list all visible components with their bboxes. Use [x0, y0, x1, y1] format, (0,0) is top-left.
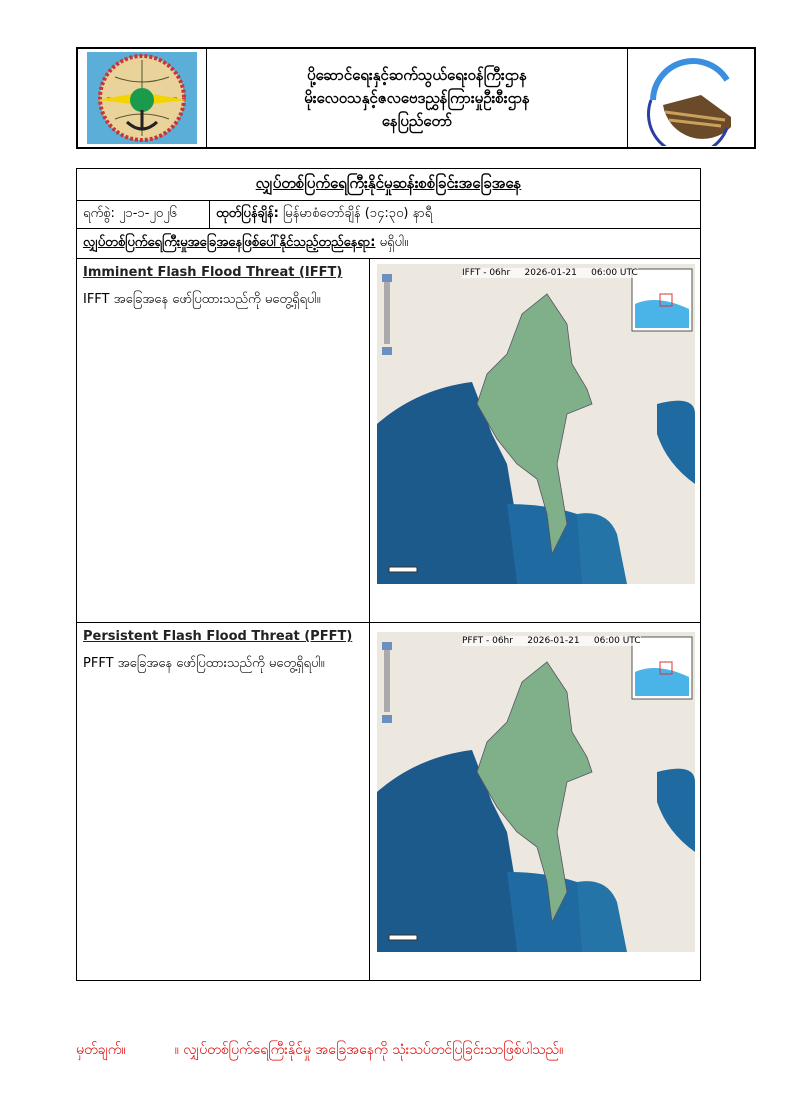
map-sea: [377, 750, 527, 952]
pfft-text: PFFT အခြေအနေ ဖော်ပြထားသည်ကို မတွေ့ရှိရပါ…: [83, 656, 325, 671]
ifft-map-time: 06:00 UTC: [591, 268, 638, 278]
issued-label: ထုတ်ပြန်ချိန်:: [216, 206, 279, 221]
ministry-name: ပို့ဆောင်ရေးနှင့်ဆက်သွယ်ရေးဝန်ကြီးဌာန: [307, 65, 527, 84]
zoom-out-button[interactable]: [382, 715, 392, 723]
pfft-heading: Persistent Flash Flood Threat (PFFT): [83, 629, 353, 644]
water-cycle-logo: [628, 49, 754, 147]
zoom-in-button[interactable]: [382, 642, 392, 650]
zoom-slider[interactable]: [384, 647, 390, 712]
ifft-map-date: 2026-01-21: [524, 268, 577, 278]
footer-note-text: ။ လျှပ်တစ်ပြက်ရေကြီးနိုင်မှု အခြေအနေကို …: [174, 1042, 564, 1058]
letterhead: ပို့ဆောင်ရေးနှင့်ဆက်သွယ်ရေးဝန်ကြီးဌာန မိ…: [76, 47, 756, 149]
zoom-in-button[interactable]: [382, 274, 392, 282]
map-sea: [377, 382, 527, 584]
ministry-logo: [78, 49, 207, 147]
city-name: နေပြည်တော်: [381, 111, 453, 130]
myanmar-flood-layer: [476, 293, 593, 556]
pfft-map-date: 2026-01-21: [527, 636, 580, 646]
location-label: လျှပ်တစ်ပြက်ရေကြီးမှုအခြေအနေဖြစ်ပေါ်နိုင…: [83, 235, 376, 250]
zoom-slider[interactable]: [384, 279, 390, 344]
ifft-section: Imminent Flash Flood Threat (IFFT) IFFT …: [77, 259, 700, 623]
ifft-text: IFFT အခြေအနေ ဖော်ပြထားသည်ကို မတွေ့ရှိရပါ…: [83, 292, 321, 307]
report-table: လျှပ်တစ်ပြက်ရေကြီးနိုင်မှုဆန်းစစ်ခြင်းအခ…: [76, 168, 701, 981]
pfft-map: PFFT - 06hr 2026-01-21 06:00 UTC: [377, 632, 695, 952]
ifft-heading: Imminent Flash Flood Threat (IFFT): [83, 265, 343, 280]
footer-note: မှတ်ချက်။ ။ လျှပ်တစ်ပြက်ရေကြီးနိုင်မှု အ…: [76, 1040, 563, 1061]
report-title: လျှပ်တစ်ပြက်ရေကြီးနိုင်မှုဆန်းစစ်ခြင်းအခ…: [77, 169, 700, 201]
zoom-out-button[interactable]: [382, 347, 392, 355]
issued-time: မြန်မာစံတော်ချိန် (၁၄:၃၀) နာရီ: [283, 206, 433, 221]
department-name: မိုးလေဝသနှင့်ဇလဗေဒညွှန်ကြားမှုဦးစီးဌာန: [304, 88, 530, 107]
ifft-map-product: IFFT - 06hr: [462, 268, 511, 278]
footer-note-label: မှတ်ချက်။: [76, 1042, 126, 1058]
pfft-map-time: 06:00 UTC: [593, 636, 641, 646]
scale-bar: [388, 934, 418, 941]
pfft-map-product: PFFT - 06hr: [462, 636, 513, 646]
location-value: မရှိပါ။: [379, 235, 409, 250]
ifft-map: IFFT - 06hr 2026-01-21 06:00 UTC: [377, 264, 695, 584]
report-date: ရက်စွဲ: ၂၁-၁-၂၀၂၆: [77, 201, 210, 228]
pfft-section: Persistent Flash Flood Threat (PFFT) PFF…: [77, 623, 700, 981]
myanmar-flood-layer: [476, 661, 593, 924]
scale-bar: [388, 566, 418, 573]
